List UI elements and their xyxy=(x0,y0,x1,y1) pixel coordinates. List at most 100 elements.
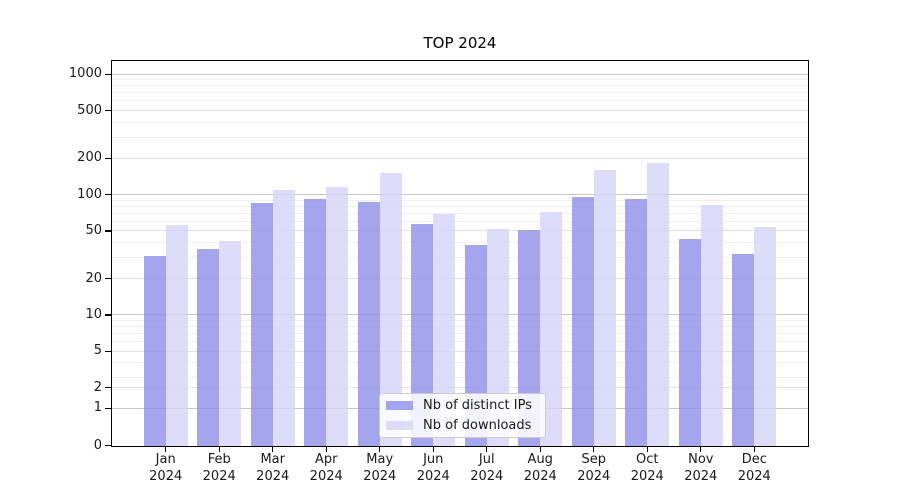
y-tick xyxy=(105,194,111,196)
gridline-tick xyxy=(112,387,808,388)
gridline-minor xyxy=(112,136,808,138)
y-tick xyxy=(105,278,111,280)
gridline-minor xyxy=(112,85,808,87)
y-tick-label: 0 xyxy=(93,437,102,453)
bar-ips-oct-2024 xyxy=(625,199,648,446)
bar-downloads-aug-2024 xyxy=(540,212,563,446)
x-tick-label: Mar 2024 xyxy=(256,452,290,484)
gridline-tick xyxy=(112,350,808,352)
gridline-minor xyxy=(112,220,808,222)
gridline-major xyxy=(112,314,808,316)
x-tick xyxy=(646,447,648,452)
x-tick-label: Dec 2024 xyxy=(737,452,771,484)
y-tick xyxy=(105,157,111,160)
gridline-minor xyxy=(112,121,808,123)
x-tick-label: Sep 2024 xyxy=(577,452,611,484)
gridline-tick xyxy=(112,109,808,111)
bar-ips-mar-2024 xyxy=(250,202,273,446)
gridline-minor xyxy=(112,205,808,207)
legend: Nb of distinct IPs Nb of downloads xyxy=(379,393,546,438)
bar-ips-aug-2024 xyxy=(518,229,541,446)
y-tick xyxy=(105,350,111,352)
x-tick-label: Oct 2024 xyxy=(630,452,664,484)
x-tick xyxy=(486,447,488,452)
gridline-minor xyxy=(112,377,808,379)
bar-downloads-nov-2024 xyxy=(700,204,723,446)
y-tick-label: 10 xyxy=(85,307,102,322)
y-tick-label: 2 xyxy=(93,379,102,395)
gridline-major xyxy=(112,194,808,195)
plot-area xyxy=(111,60,809,447)
gridline-major xyxy=(112,73,808,75)
y-tick-label: 5 xyxy=(93,343,102,359)
y-tick-label: 20 xyxy=(85,270,102,286)
bar-ips-jan-2024 xyxy=(143,255,166,446)
x-tick xyxy=(700,447,702,452)
gridline-minor xyxy=(112,92,808,94)
gridline-minor xyxy=(112,100,808,102)
legend-label-downloads: Nb of downloads xyxy=(423,418,532,433)
x-tick-label: Jun 2024 xyxy=(416,452,450,484)
bar-downloads-apr-2024 xyxy=(326,187,349,446)
x-tick xyxy=(218,447,220,452)
x-tick-label: Jul 2024 xyxy=(470,452,504,484)
y-tick xyxy=(105,230,111,232)
bar-ips-feb-2024 xyxy=(197,249,219,446)
x-tick xyxy=(753,447,755,452)
y-tick xyxy=(105,445,111,447)
bar-downloads-jan-2024 xyxy=(165,224,188,446)
bar-downloads-jun-2024 xyxy=(433,213,456,446)
legend-item-downloads: Nb of downloads xyxy=(386,417,539,434)
gridline-minor xyxy=(112,340,808,342)
x-tick xyxy=(432,447,434,452)
x-tick-label: May 2024 xyxy=(363,452,397,484)
x-tick-label: Aug 2024 xyxy=(523,452,557,484)
y-tick-label: 100 xyxy=(77,186,102,202)
y-tick xyxy=(105,73,111,75)
bar-downloads-sep-2024 xyxy=(593,169,616,446)
gridline-tick xyxy=(112,157,808,159)
x-tick xyxy=(165,447,167,452)
legend-swatch-distinct-ips xyxy=(386,401,413,410)
bar-ips-jun-2024 xyxy=(411,223,434,446)
bar-ips-apr-2024 xyxy=(304,198,327,446)
gridline-tick xyxy=(112,278,808,280)
x-tick xyxy=(539,447,541,452)
y-tick-label: 50 xyxy=(85,222,102,238)
x-tick xyxy=(272,447,274,452)
y-tick-label: 500 xyxy=(77,102,102,118)
gridline-minor xyxy=(112,332,808,334)
y-tick xyxy=(105,110,111,112)
y-tick-label: 200 xyxy=(77,150,102,166)
y-tick xyxy=(105,387,111,389)
gridline-tick xyxy=(112,230,808,232)
y-tick xyxy=(105,314,111,316)
bar-ips-dec-2024 xyxy=(732,254,755,446)
y-tick xyxy=(105,407,111,409)
chart-title: TOP 2024 xyxy=(423,34,497,52)
gridline-minor xyxy=(112,362,808,364)
legend-label-distinct-ips: Nb of distinct IPs xyxy=(423,398,532,413)
bar-ips-nov-2024 xyxy=(678,238,701,446)
gridline-minor xyxy=(112,241,808,243)
bar-downloads-oct-2024 xyxy=(647,163,670,446)
x-tick-label: Nov 2024 xyxy=(684,452,718,484)
gridline-minor xyxy=(112,199,808,201)
x-tick xyxy=(325,447,327,452)
gridline-minor xyxy=(112,325,808,327)
bar-downloads-feb-2024 xyxy=(219,241,241,446)
y-tick-label: 1000 xyxy=(68,66,102,82)
gridline-minor xyxy=(112,212,808,214)
bar-downloads-jul-2024 xyxy=(486,228,509,446)
plot-canvas xyxy=(112,61,808,446)
legend-swatch-downloads xyxy=(386,421,413,430)
bar-downloads-dec-2024 xyxy=(754,226,777,446)
legend-item-distinct-ips: Nb of distinct IPs xyxy=(386,397,539,414)
bar-ips-sep-2024 xyxy=(571,197,594,446)
bar-downloads-mar-2024 xyxy=(272,189,295,446)
bar-ips-may-2024 xyxy=(357,201,380,446)
x-tick-label: Apr 2024 xyxy=(309,452,343,484)
x-tick-label: Feb 2024 xyxy=(202,452,236,484)
bar-downloads-may-2024 xyxy=(379,173,402,446)
x-tick-label: Jan 2024 xyxy=(149,452,183,484)
